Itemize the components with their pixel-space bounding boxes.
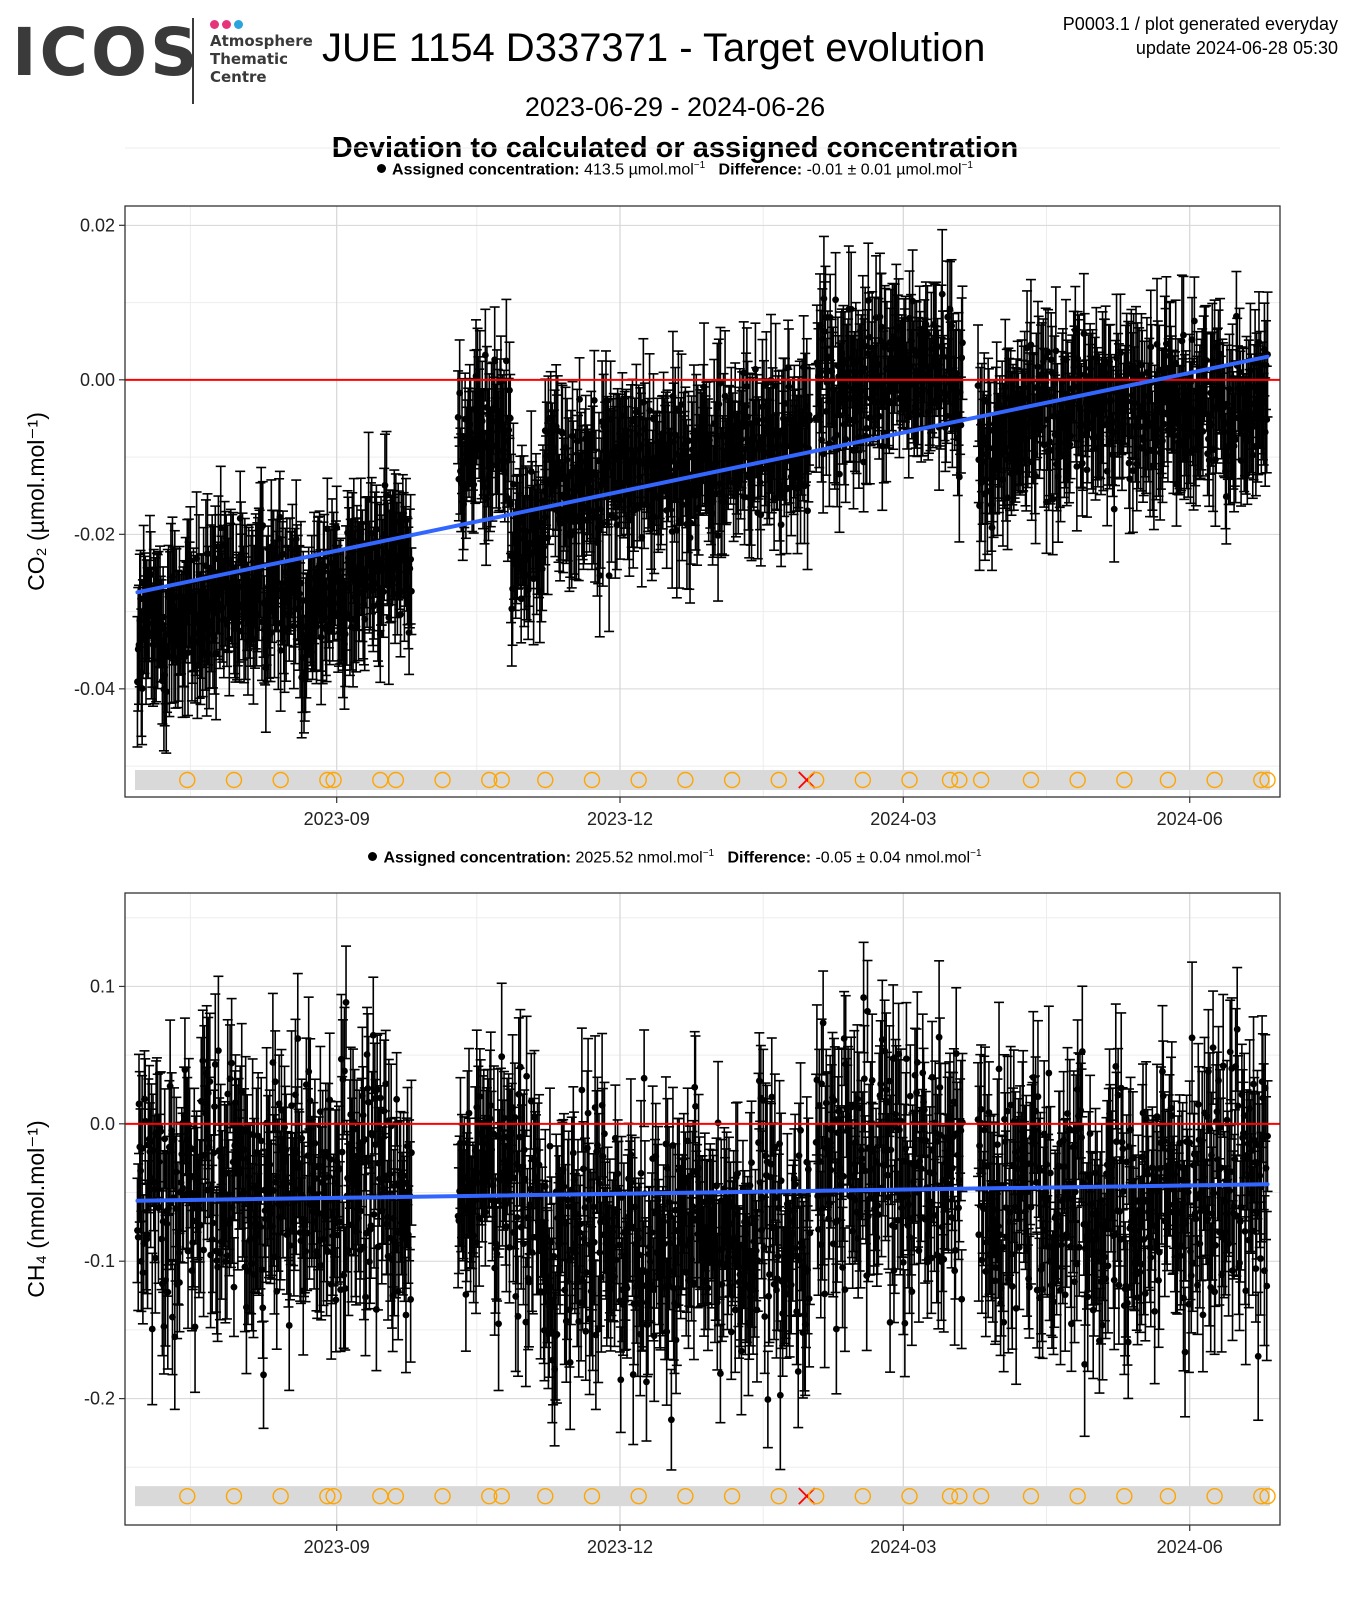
data-point	[613, 521, 621, 529]
ch4-assigned-value: 2025.52 nmol.mol	[575, 849, 703, 867]
data-point	[538, 565, 546, 573]
data-point	[576, 395, 583, 403]
data-point	[777, 521, 785, 529]
co2-assigned-value: 413.5 µmol.mol	[584, 161, 694, 179]
data-point	[946, 305, 954, 313]
data-point	[502, 357, 510, 365]
data-point	[504, 495, 512, 502]
logo-subtitle: Atmosphere Thematic Centre	[210, 32, 313, 86]
logo-divider	[192, 18, 194, 104]
data-point	[397, 611, 404, 618]
data-point	[957, 421, 965, 429]
data-point	[955, 473, 963, 481]
data-point	[714, 532, 722, 539]
co2-difference-label: Difference:	[718, 161, 803, 179]
ch4-info-line: Assigned concentration: 2025.52 nmol.mol…	[0, 848, 1350, 867]
generator-text: P0003.1 / plot generated everyday	[1062, 14, 1338, 34]
data-point	[381, 481, 389, 489]
event-band	[135, 770, 1270, 791]
data-point	[878, 323, 885, 331]
data-point	[596, 572, 604, 579]
data-point	[875, 412, 883, 420]
data-point	[470, 481, 478, 489]
logo-dot-3	[234, 20, 243, 29]
co2-assigned-unit-exp: −1	[693, 160, 706, 171]
icos-logo: ICOS	[12, 14, 201, 91]
data-point	[259, 522, 267, 529]
data-point	[1044, 348, 1052, 356]
data-point	[1027, 341, 1035, 349]
data-point	[717, 379, 724, 387]
ch4-difference-label: Difference:	[727, 849, 812, 867]
data-point	[313, 623, 320, 630]
ch4-assigned-label: Assigned concentration:	[383, 849, 572, 867]
logo-subtitle-line-3: Centre	[210, 68, 267, 86]
data-point	[832, 296, 839, 304]
data-point	[599, 519, 607, 527]
data-point	[454, 413, 462, 421]
data-point	[685, 437, 692, 445]
data-point	[783, 485, 790, 493]
legend-dot-icon	[368, 852, 378, 862]
data-point	[646, 407, 653, 415]
data-point	[804, 507, 811, 515]
data-point	[277, 647, 285, 654]
data-point	[1110, 505, 1118, 513]
data-point	[1126, 475, 1134, 483]
data-point	[938, 290, 946, 298]
data-point	[559, 429, 566, 437]
data-point	[590, 396, 598, 404]
data-point	[836, 470, 843, 478]
data-point	[481, 351, 489, 359]
logo-subtitle-line-1: Atmosphere	[210, 32, 313, 50]
data-point	[715, 400, 723, 408]
update-text: update 2024-06-28 05:30	[1135, 38, 1338, 58]
data-point	[959, 339, 966, 347]
data-point	[611, 514, 619, 522]
data-point	[506, 414, 514, 422]
co2-assigned-label: Assigned concentration:	[392, 161, 580, 179]
data-point	[333, 524, 341, 532]
logo-subtitle-line-2: Thematic	[210, 50, 289, 68]
ch4-assigned-unit-exp: −1	[702, 848, 715, 859]
data-point	[785, 383, 793, 391]
data-point	[988, 524, 996, 531]
data-point	[408, 587, 415, 595]
page-title: JUE 1154 D337371 - Target evolution	[322, 26, 986, 70]
ch4-difference-unit-exp: −1	[970, 848, 982, 859]
data-point	[376, 630, 384, 638]
logo-dot-2	[222, 20, 231, 29]
co2-difference-unit-exp: −1	[961, 160, 973, 171]
legend-dot-icon	[377, 164, 387, 174]
generation-info: P0003.1 / plot generated everyday update…	[1063, 12, 1338, 60]
co2-difference-value: -0.01 ± 0.01 µmol.mol	[806, 161, 962, 179]
ch4-difference-value: -0.05 ± 0.04 nmol.mol	[815, 849, 971, 867]
data-point	[478, 417, 486, 425]
data-point	[1052, 347, 1060, 355]
logo-dot-1	[210, 20, 219, 29]
data-point	[948, 322, 955, 330]
data-point	[924, 330, 931, 338]
logo-dots-icon	[210, 16, 246, 34]
data-point	[806, 416, 814, 424]
data-point	[276, 513, 284, 521]
data-point	[819, 450, 827, 458]
data-point	[458, 432, 466, 440]
data-point	[138, 685, 146, 692]
co2-info-line: Assigned concentration: 413.5 µmol.mol−1…	[0, 160, 1350, 179]
date-range: 2023-06-29 - 2024-06-26	[524, 92, 826, 122]
data-point	[1073, 463, 1081, 470]
data-points	[132, 228, 1273, 754]
